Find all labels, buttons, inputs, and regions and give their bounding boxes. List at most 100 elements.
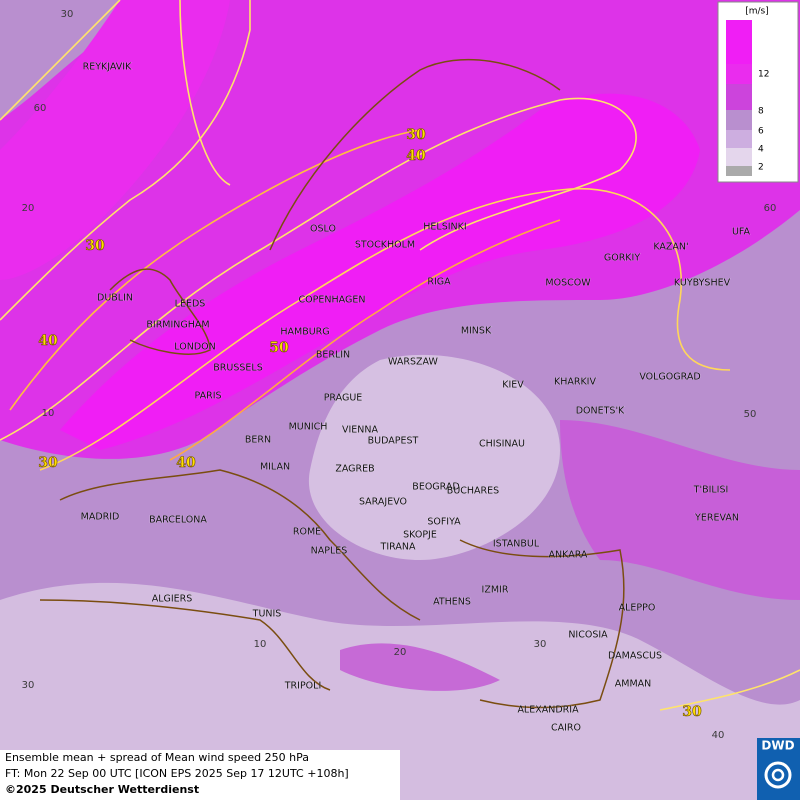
city-label: PARIS — [194, 391, 221, 402]
city-label: OSLO — [310, 224, 336, 235]
city-label: CAIRO — [551, 723, 581, 734]
jet-core — [60, 93, 700, 450]
caption-line: Ensemble mean + spread of Mean wind spee… — [5, 751, 309, 764]
city-label: ROME — [293, 527, 321, 538]
city-label: BIRMINGHAM — [146, 320, 209, 331]
city-label: COPENHAGEN — [299, 295, 366, 306]
grid-label: 40 — [712, 730, 725, 741]
city-label: KUYBYSHEV — [674, 278, 731, 289]
low-wind-area — [0, 582, 800, 800]
city-label: DONETS'K — [576, 406, 625, 417]
city-label: BARCELONA — [149, 515, 207, 526]
grid-label: 60 — [764, 203, 777, 214]
legend-swatch — [726, 110, 752, 130]
contour-label: 30 — [406, 127, 426, 143]
legend-label: 6 — [758, 127, 764, 137]
contour-label: 30 — [38, 455, 58, 471]
city-label: HAMBURG — [280, 327, 329, 338]
contour-label: 30 — [85, 238, 105, 254]
isotach — [39, 187, 731, 471]
legend-label: 4 — [758, 145, 764, 155]
city-label: ATHENS — [433, 597, 471, 608]
contour-label: 40 — [38, 333, 58, 349]
caption-line: ©2025 Deutscher Wetterdienst — [5, 783, 199, 796]
isotach — [169, 219, 561, 461]
city-label: TIRANA — [380, 542, 416, 553]
city-label: WARSZAW — [388, 357, 438, 368]
city-label: GORKIY — [604, 253, 640, 264]
grid-label: 20 — [394, 647, 407, 658]
caption-line: FT: Mon 22 Sep 00 UTC [ICON EPS 2025 Sep… — [5, 767, 349, 780]
contour-label: 40 — [176, 455, 196, 471]
city-label: SARAJEVO — [359, 497, 407, 508]
city-label: YEREVAN — [694, 513, 739, 524]
grid-label: 30 — [22, 680, 35, 691]
mid-wind-area — [560, 420, 800, 600]
legend-label: 2 — [758, 163, 764, 173]
city-label: ZAGREB — [335, 464, 374, 475]
city-label: MADRID — [81, 512, 120, 523]
city-label: KHARKIV — [554, 377, 597, 388]
city-label: MINSK — [461, 326, 492, 337]
legend-swatch — [726, 84, 752, 110]
city-label: KAZAN' — [653, 242, 688, 253]
city-label: LEEDS — [175, 299, 206, 310]
coastline — [459, 539, 625, 709]
city-label: AMMAN — [615, 679, 652, 690]
logo-icon — [771, 768, 785, 782]
city-label: ISTANBUL — [493, 539, 540, 550]
grid-label: 30 — [61, 9, 74, 20]
city-label: BUDAPEST — [368, 436, 419, 447]
caption-box — [0, 750, 400, 800]
legend-swatch — [726, 148, 752, 166]
grid-label: 60 — [34, 103, 47, 114]
city-label: HELSINKI — [423, 222, 466, 233]
city-label: IZMIR — [482, 585, 509, 596]
isotach — [659, 669, 800, 711]
city-label: STOCKHOLM — [355, 240, 415, 251]
isotachs — [0, 0, 800, 711]
city-label: RIGA — [427, 277, 451, 288]
isotach — [0, 0, 251, 321]
contour-label: 40 — [406, 148, 426, 164]
logo-icon — [764, 761, 792, 789]
jet-core — [0, 0, 230, 280]
city-label: T'BILISI — [693, 485, 729, 496]
city-label: ALGIERS — [152, 594, 193, 605]
legend-swatch — [726, 20, 752, 64]
low-wind-area — [308, 354, 560, 560]
legend-swatch — [726, 166, 752, 176]
logo-text: DWD — [761, 739, 794, 753]
city-label: SOFIYA — [427, 517, 461, 528]
city-label: NAPLES — [311, 546, 348, 557]
isotach — [179, 0, 231, 186]
city-label: LONDON — [174, 342, 215, 353]
grid-label: 10 — [254, 639, 267, 650]
city-label: REYKJAVIK — [83, 62, 132, 73]
coastline — [59, 469, 421, 621]
isotach — [9, 129, 421, 411]
city-label: CHISINAU — [479, 439, 525, 450]
isotach — [0, 0, 121, 121]
city-label: ALEPPO — [619, 603, 656, 614]
city-label: UFA — [732, 227, 751, 238]
contour-label: 30 — [682, 704, 702, 720]
city-label: TUNIS — [252, 609, 282, 620]
coastline — [109, 268, 211, 355]
city-label: VOLGOGRAD — [639, 372, 700, 383]
legend-unit: [m/s] — [745, 7, 769, 17]
mid-wind-area — [340, 643, 500, 691]
city-label: VIENNA — [342, 425, 379, 436]
city-label: KIEV — [502, 380, 524, 391]
grid-label: 10 — [42, 408, 55, 419]
legend-swatch — [726, 64, 752, 84]
grid-label: 20 — [22, 203, 35, 214]
legend: [m/s] — [717, 1, 799, 183]
city-label: PRAGUE — [324, 393, 363, 404]
legend-swatch — [726, 130, 752, 148]
city-label: SKOPJE — [403, 530, 437, 541]
legend-label: 12 — [758, 70, 769, 80]
city-label: BUCHARES — [447, 486, 499, 497]
city-label: NICOSIA — [568, 630, 608, 641]
